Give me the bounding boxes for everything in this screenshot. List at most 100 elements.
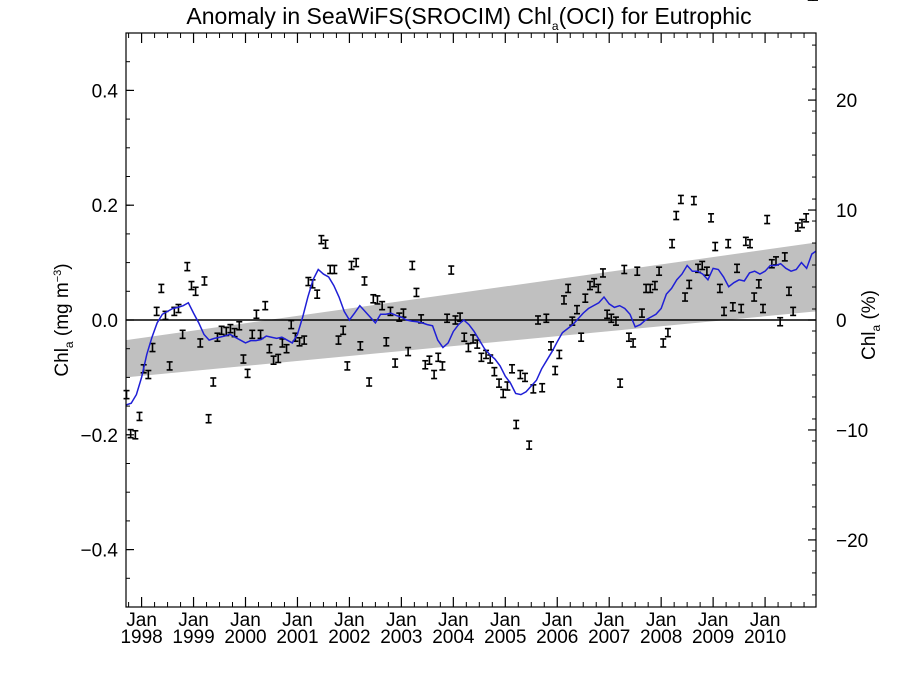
data-point xyxy=(677,194,684,205)
data-point xyxy=(760,303,767,314)
data-point xyxy=(712,241,719,252)
data-point xyxy=(353,257,360,268)
data-point xyxy=(136,411,143,422)
data-point xyxy=(266,343,273,354)
data-point xyxy=(617,378,624,388)
data-point xyxy=(595,283,602,294)
data-point xyxy=(439,361,446,371)
data-point xyxy=(361,276,368,286)
data-point xyxy=(201,276,208,286)
data-point xyxy=(331,264,338,275)
data-point xyxy=(556,349,563,360)
y-left-tick-label: 0.0 xyxy=(92,311,118,332)
y-right-tick-label: −10 xyxy=(836,421,868,442)
data-point xyxy=(305,276,312,287)
data-point xyxy=(379,300,386,311)
data-point xyxy=(764,214,771,225)
data-point xyxy=(283,343,290,354)
x-tick-month-label: Jan xyxy=(230,610,261,631)
data-point xyxy=(734,263,741,274)
x-tick-month-label: Jan xyxy=(282,610,313,631)
data-point xyxy=(422,359,429,370)
data-point xyxy=(431,369,438,380)
data-point xyxy=(664,327,671,338)
x-tick-month-label: Jan xyxy=(490,610,521,631)
data-point xyxy=(509,363,516,374)
data-point xyxy=(656,266,663,277)
data-point xyxy=(184,261,191,272)
data-point xyxy=(166,361,173,371)
x-tick-year-label: 2010 xyxy=(744,627,786,648)
data-point xyxy=(803,213,810,223)
data-point xyxy=(738,303,745,314)
data-point xyxy=(340,325,347,336)
data-point xyxy=(478,352,485,363)
x-tick-year-label: 2001 xyxy=(276,627,318,648)
data-point xyxy=(721,306,728,317)
data-point xyxy=(781,252,788,262)
data-point xyxy=(686,279,693,290)
data-point xyxy=(747,238,754,249)
x-axis: Jan1998Jan1999Jan2000Jan2001Jan2002Jan20… xyxy=(120,33,805,648)
monthly-anomaly-points xyxy=(123,0,818,450)
data-point xyxy=(301,335,308,345)
x-tick-month-label: Jan xyxy=(334,610,365,631)
x-tick-month-label: Jan xyxy=(178,610,209,631)
data-point xyxy=(383,336,390,347)
data-point xyxy=(638,308,645,318)
data-point xyxy=(708,213,715,223)
data-point xyxy=(604,309,611,320)
x-tick-year-label: 2006 xyxy=(536,627,578,648)
data-point xyxy=(591,277,598,288)
data-point xyxy=(496,378,503,388)
plot-frame xyxy=(125,32,817,608)
x-tick-year-label: 1998 xyxy=(120,627,162,648)
data-point xyxy=(561,295,568,305)
data-point xyxy=(296,336,303,347)
data-point xyxy=(374,295,381,305)
data-point xyxy=(413,287,420,298)
data-point xyxy=(366,377,373,387)
data-point xyxy=(660,338,667,348)
x-tick-year-label: 1999 xyxy=(172,627,214,648)
y-axis-right: 20 10 0 −10 −20 xyxy=(808,44,868,596)
x-tick-year-label: 2000 xyxy=(224,627,266,648)
data-point xyxy=(158,283,165,294)
x-tick-month-label: Jan xyxy=(750,610,781,631)
x-tick-year-label: 2008 xyxy=(640,627,682,648)
data-point xyxy=(188,280,195,291)
x-tick-month-label: Jan xyxy=(126,610,157,631)
data-point xyxy=(578,332,585,343)
y-left-tick-label: 0.2 xyxy=(92,196,118,217)
chart-title: Anomaly in SeaWiFS(SROCIM) Chla(OCI) for… xyxy=(186,3,751,33)
data-point xyxy=(630,338,637,348)
data-point xyxy=(647,283,654,294)
data-point xyxy=(699,260,706,271)
data-point xyxy=(179,329,186,340)
data-point xyxy=(322,239,329,250)
x-tick-month-label: Jan xyxy=(386,610,417,631)
data-point xyxy=(218,325,225,336)
y-axis-left-title: Chla (mg m−3) xyxy=(52,263,76,376)
x-tick-month-label: Jan xyxy=(542,610,573,631)
data-point xyxy=(227,323,234,334)
data-point xyxy=(742,236,749,247)
x-tick-year-label: 2007 xyxy=(588,627,630,648)
data-point xyxy=(535,315,542,325)
data-point xyxy=(673,210,680,221)
y-right-tick-label: 0 xyxy=(836,311,847,332)
data-point xyxy=(288,319,295,330)
data-point xyxy=(552,365,559,376)
data-point xyxy=(444,313,451,324)
data-point xyxy=(526,440,533,450)
data-point xyxy=(318,234,325,245)
y-axis-left: 0.4 0.2 0.0 −0.2 −0.4 xyxy=(80,32,134,608)
data-point xyxy=(777,316,784,327)
data-point xyxy=(729,301,736,312)
y-right-tick-label: 10 xyxy=(836,201,857,222)
data-point xyxy=(543,313,550,324)
data-point xyxy=(725,238,732,249)
data-point xyxy=(522,372,529,383)
smoothed-anomaly-line xyxy=(125,250,817,406)
data-point xyxy=(785,286,792,297)
